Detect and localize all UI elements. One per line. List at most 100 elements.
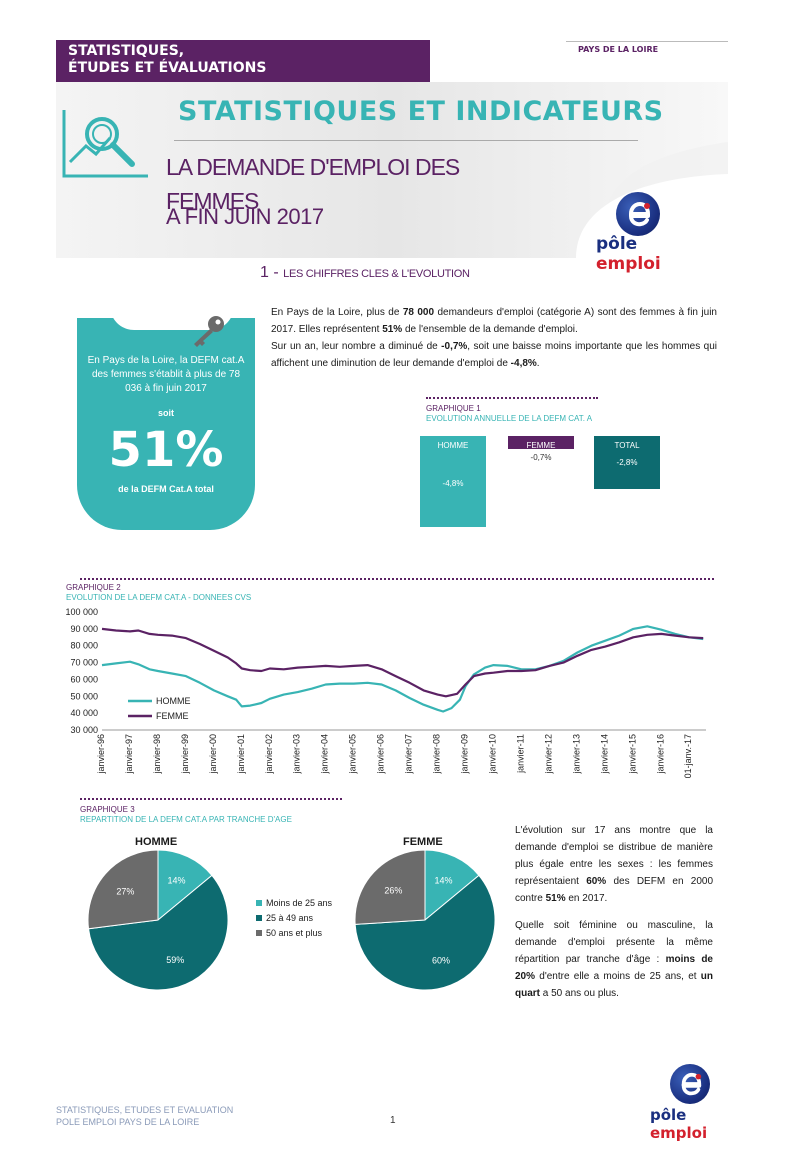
y-tick-label: 30 000 [70,725,98,735]
x-tick-label: janvier-98 [152,734,162,775]
pie-slice-label: 27% [116,886,134,896]
legend-item: Moins de 25 ans [256,898,332,908]
intro-paragraph-1: En Pays de la Loire, plus de 78 000 dema… [271,304,717,338]
x-tick-label: janvier-09 [460,734,470,775]
graph-2-line-chart: 100 000 90 000 80 000 70 000 60 000 50 000 40 … [65,607,706,778]
intro-text-span: . [536,358,540,369]
x-tick-label: janvier-15 [627,734,637,775]
kpi-description: En Pays de la Loire, la DEFM cat.A des f… [87,355,245,394]
graph-2-label: GRAPHIQUE 2 [66,583,121,592]
legend-item: 25 à 49 ans [256,913,313,923]
graph-2-title: EVOLUTION DE LA DEFM CAT.A - DONNEES CVS [66,593,252,602]
pie-slice [157,849,213,922]
conclusion-text-span: L'évolution sur 17 ans montre que la dem… [515,825,713,887]
legend-item: 50 ans et plus [256,928,322,938]
graph-1-header: GRAPHIQUE 1 EVOLUTION ANNUELLE DE LA DEF… [426,404,592,424]
graph-1-label: GRAPHIQUE 1 [426,404,481,413]
legend-label: FEMME [156,711,189,721]
logo-text-emploi: emploi [596,254,661,274]
kpi-soit: soit [157,408,174,418]
conclusion-text: L'évolution sur 17 ans montre que la dem… [515,822,713,1012]
intro-bold-value: 51% [382,324,403,335]
x-tick-label: janvier-11 [515,734,525,774]
footer-line-1: STATISTIQUES, ETUDES ET EVALUATION [56,1105,234,1115]
graph-2-divider [80,578,714,580]
graph-3-title: REPARTITION DE LA DEFM CAT.A PAR TRANCHE… [80,815,292,824]
legend-label: Moins de 25 ans [266,898,333,908]
pie-slice [424,849,480,922]
bar-label: FEMME [526,441,556,450]
pie-slice [354,874,496,991]
conclusion-bold: 60% [586,876,607,887]
pie-slice-label: 14% [167,876,185,886]
footer-logo-text-pole: pôle [650,1106,687,1124]
graph-3-pie-charts: 14% 59% 27% 14% 60% 26% [87,849,496,991]
intro-text: En Pays de la Loire, plus de 78 000 dema… [271,304,717,372]
series-line-femme [101,627,704,698]
pie-slice-label: 14% [434,876,452,886]
x-tick-label: janvier-96 [96,734,106,775]
conclusion-bold: 51% [545,893,566,904]
pie-femme-title: FEMME [403,836,443,848]
pie-slice [87,849,159,930]
y-tick-label: 100 000 [65,607,98,617]
conclusion-text-span: des DEFM en 2000 contre [515,876,714,904]
section-1-title: LES CHIFFRES CLES & L'EVOLUTION [283,268,470,280]
intro-text-span: , soit une baisse moins importante que l… [271,341,718,369]
x-tick-label: janvier-01 [236,734,246,775]
intro-bold-value: -0,7% [441,341,468,352]
bar-label: HOMME [437,441,469,450]
banner-line-1: STATISTIQUES, [68,43,185,59]
x-tick-label: janvier-99 [180,734,190,775]
graph-2-header: GRAPHIQUE 2 EVOLUTION DE LA DEFM CAT.A -… [66,583,251,603]
x-tick-label: janvier-07 [404,734,414,775]
page-title-line-2: FEMMES [166,188,259,214]
series-line-homme [101,625,704,713]
conclusion-text-span: a 50 ans ou plus. [540,988,619,999]
y-tick-label: 80 000 [70,641,98,651]
y-tick-label: 40 000 [70,708,98,718]
section-title: STATISTIQUES ET INDICATEURS [178,96,664,127]
y-tick-label: 50 000 [70,691,98,701]
graph-1-divider [426,397,598,399]
conclusion-paragraph-2: Quelle soit féminine ou masculine, la de… [515,917,713,1002]
page-title-line-1: LA DEMANDE D'EMPLOI DES [166,154,460,180]
conclusion-text-span: d'entre elle a moins de 25 ans, et [535,971,701,982]
legend-swatch [256,915,262,921]
logo-e-icon [628,201,651,227]
x-tick-label: janvier-08 [432,734,442,775]
page-number: 1 [390,1115,396,1126]
graph-1-title: EVOLUTION ANNUELLE DE LA DEFM CAT. A [426,414,593,423]
section-1-heading: 1 - LES CHIFFRES CLES & L'EVOLUTION [260,264,470,282]
intro-text-span: demandeurs d'emploi (catégorie A) sont d… [271,307,717,335]
y-tick-label: 90 000 [70,624,98,634]
x-tick-label: janvier-14 [599,734,609,775]
pie-slice [354,849,426,925]
footer-logo-text-emploi: emploi [650,1124,708,1142]
x-tick-label: janvier-02 [264,734,274,775]
y-tick-label: 70 000 [70,658,98,668]
bar-label: TOTAL [614,441,640,450]
footer-line-2: POLE EMPLOI PAYS DE LA LOIRE [56,1117,200,1127]
publication-banner: STATISTIQUES, ÉTUDES ET ÉVALUATIONS [56,40,430,82]
intro-paragraph-2: Sur un an, leur nombre a diminué de -0,7… [271,338,717,372]
intro-text-span: de l'ensemble de la demande d'emploi. [402,324,578,335]
bar-value-label: -0,7% [530,453,552,463]
legend-swatch [256,930,262,936]
intro-text-span: En Pays de la Loire, plus de [271,307,403,318]
x-tick-label: janvier-16 [655,734,665,775]
x-tick-label: janvier-03 [292,734,302,775]
pie-slice-label: 26% [384,885,402,895]
banner-line-2: ÉTUDES ET ÉVALUATIONS [68,60,267,76]
bar-femme: FEMME [508,436,574,450]
bar-value-label: -2,8% [616,458,638,467]
conclusion-text-span: Quelle soit féminine ou masculine, la de… [515,920,713,965]
pie-slice [87,874,229,991]
conclusion-bold: moins de 20% [515,954,713,982]
pie-slice-label: 60% [432,955,450,965]
intro-text-span: Sur un an, leur nombre a diminué de [271,341,442,352]
intro-bold-value: 78 000 [402,307,435,318]
header-hero [56,82,728,258]
legend-label: 50 ans et plus [266,928,323,938]
kpi-value: 51% [108,422,224,478]
